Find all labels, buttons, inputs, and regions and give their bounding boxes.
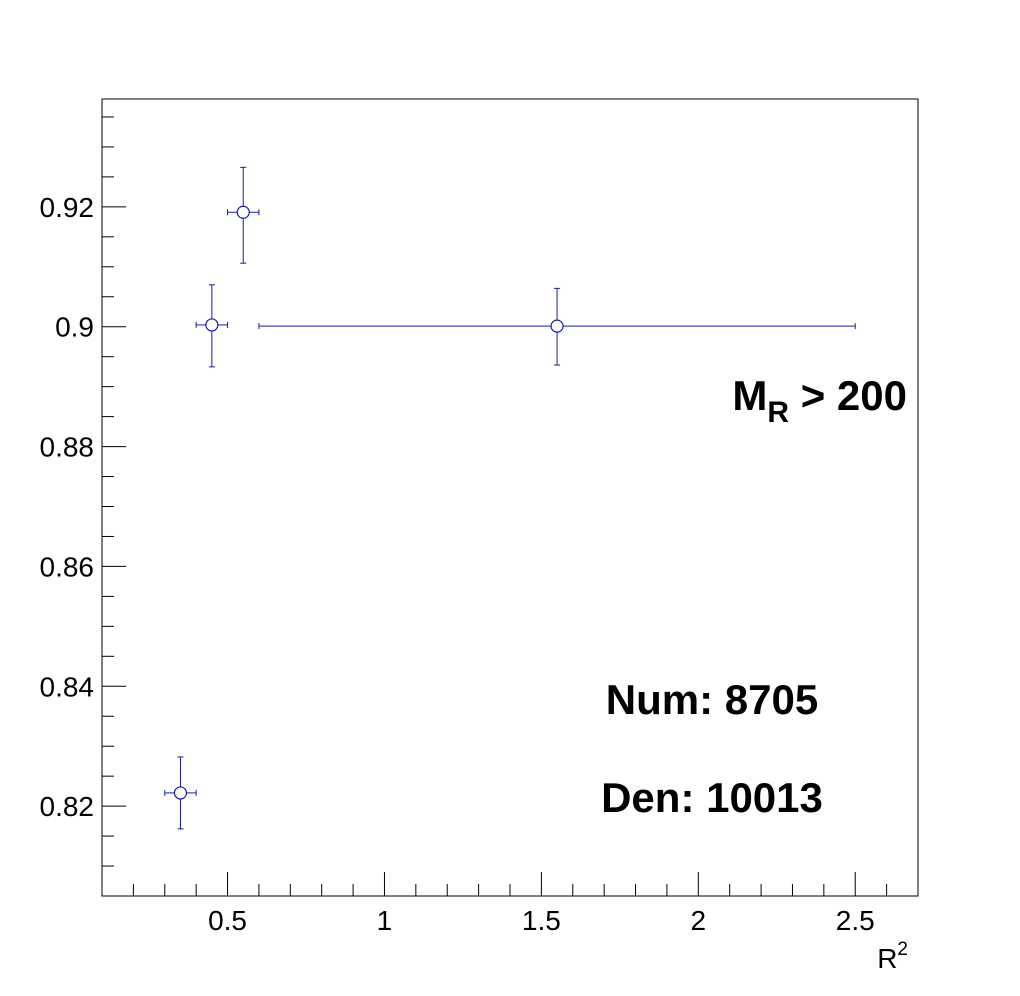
x-tick-label: 1 — [377, 905, 393, 936]
cut-annotation-rest: > 200 — [789, 372, 907, 419]
data-point — [164, 756, 197, 830]
y-axis: 0.82 0.84 0.86 0.88 0.9 0.92 — [40, 116, 126, 897]
denominator-count: Den: 10013 — [601, 774, 823, 821]
data-points — [164, 166, 856, 830]
x-axis-label-superscript: 2 — [897, 939, 908, 960]
point-marker — [550, 319, 564, 333]
y-tick-label: 0.86 — [40, 551, 95, 582]
numerator-count: Num: 8705 — [606, 676, 818, 723]
cut-annotation-subscript: R — [767, 396, 789, 429]
x-axis-label-base: R — [877, 943, 897, 974]
x-axis: 0.5 1 1.5 2 2.5 — [132, 872, 919, 936]
cut-annotation-main: M — [732, 372, 767, 419]
cut-annotation: MR > 200 — [732, 372, 907, 429]
y-tick-label: 0.82 — [40, 791, 95, 822]
x-tick-label: 2.5 — [836, 905, 875, 936]
point-marker — [205, 318, 219, 332]
data-point — [227, 166, 260, 264]
x-tick-label: 2 — [691, 905, 707, 936]
x-tick-label: 1.5 — [522, 905, 561, 936]
x-axis-label: R2 — [877, 939, 908, 974]
y-tick-label: 0.84 — [40, 671, 95, 702]
point-marker — [173, 786, 188, 800]
data-point — [258, 287, 856, 366]
y-tick-label: 0.88 — [40, 432, 95, 463]
point-marker — [236, 205, 250, 219]
data-point — [195, 284, 229, 368]
x-tick-label: 0.5 — [208, 905, 247, 936]
y-tick-label: 0.9 — [55, 312, 94, 343]
y-tick-label: 0.92 — [40, 192, 95, 223]
